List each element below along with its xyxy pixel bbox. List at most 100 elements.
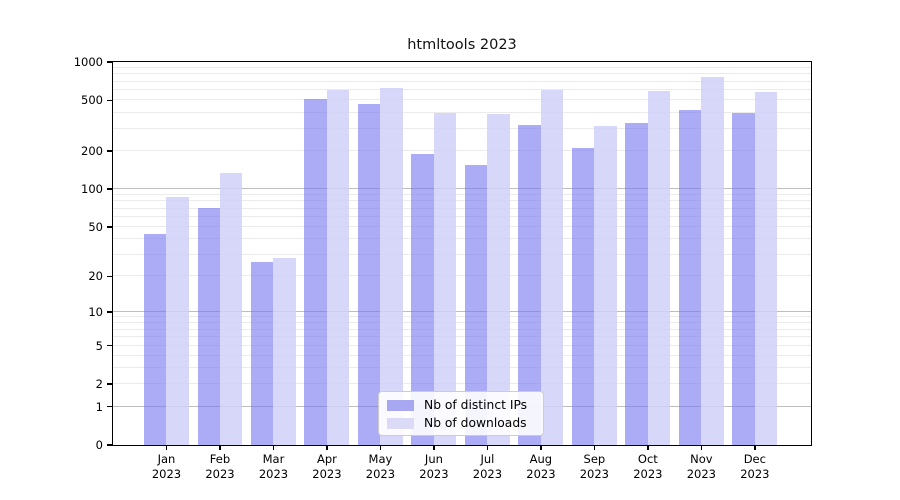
x-axis-label-year: 2023 bbox=[365, 467, 396, 481]
x-axis-label-month: Jun bbox=[424, 452, 443, 466]
legend-item-downloads: Nb of downloads bbox=[387, 415, 535, 431]
x-axis-tick bbox=[433, 445, 435, 450]
x-axis-label: Jun 2023 bbox=[402, 452, 466, 482]
x-axis-label-month: Sep bbox=[583, 452, 606, 466]
bar-downloads-dec bbox=[754, 92, 778, 445]
gridline-minor bbox=[113, 89, 811, 91]
y-axis-label: 0 bbox=[95, 438, 103, 452]
gridline-minor bbox=[113, 336, 811, 338]
y-axis-tick bbox=[107, 311, 113, 313]
bar-downloads-aug bbox=[540, 90, 564, 445]
y-axis-label: 2 bbox=[95, 377, 103, 392]
gridline-minor bbox=[113, 207, 811, 209]
x-axis-label-year: 2023 bbox=[312, 467, 342, 481]
gridline-minor bbox=[113, 99, 811, 101]
bar-distinct-ips-jun bbox=[411, 154, 434, 445]
legend: Nb of distinct IPs Nb of downloads bbox=[378, 391, 544, 436]
x-axis-label: Mar 2023 bbox=[241, 452, 305, 482]
gridline-minor bbox=[113, 275, 811, 277]
x-axis-label-month: Oct bbox=[637, 452, 658, 466]
gridline-minor bbox=[113, 80, 811, 82]
gridline-minor bbox=[113, 111, 811, 113]
y-axis-label: 1 bbox=[95, 399, 103, 414]
x-axis-label-year: 2023 bbox=[740, 467, 770, 481]
y-axis-tick bbox=[107, 188, 113, 190]
bar-downloads-may bbox=[380, 88, 403, 445]
bar-downloads-jan bbox=[166, 196, 189, 445]
bar-downloads-mar bbox=[273, 258, 296, 445]
gridline-minor bbox=[113, 226, 811, 228]
legend-label-downloads: Nb of downloads bbox=[424, 416, 527, 430]
x-axis-label: Jul 2023 bbox=[455, 452, 519, 482]
y-axis-tick bbox=[107, 344, 113, 347]
gridline-major bbox=[113, 311, 811, 313]
x-axis-tick bbox=[700, 445, 703, 450]
bar-distinct-ips-feb bbox=[197, 207, 220, 445]
x-axis-tick bbox=[647, 445, 649, 450]
gridline-minor bbox=[113, 344, 811, 346]
bar-distinct-ips-nov bbox=[678, 110, 702, 445]
bar-downloads-jul bbox=[487, 113, 510, 445]
y-axis-label: 20 bbox=[88, 269, 103, 284]
y-axis-label: 100 bbox=[81, 182, 103, 197]
gridline-minor bbox=[113, 322, 811, 324]
x-axis-label-year: 2023 bbox=[633, 467, 663, 481]
x-axis-label-year: 2023 bbox=[579, 467, 610, 481]
x-axis-tick bbox=[272, 445, 275, 450]
bar-downloads-nov bbox=[701, 77, 724, 445]
y-axis-label: 50 bbox=[88, 220, 103, 235]
y-axis-tick bbox=[107, 61, 113, 63]
x-axis-label: Sep 2023 bbox=[562, 452, 626, 482]
gridline-minor bbox=[113, 150, 811, 152]
bar-distinct-ips-mar bbox=[250, 262, 274, 445]
x-axis-label-year: 2023 bbox=[472, 467, 503, 481]
gridline-minor bbox=[113, 200, 811, 202]
x-axis-tick bbox=[219, 445, 221, 450]
gridline-minor bbox=[113, 367, 811, 369]
y-axis-tick bbox=[107, 150, 113, 152]
x-axis-label-year: 2023 bbox=[526, 467, 556, 481]
x-axis-label-year: 2023 bbox=[151, 467, 182, 481]
x-axis-label-year: 2023 bbox=[205, 467, 235, 481]
y-axis-label: 5 bbox=[95, 338, 103, 353]
chart-title: htmltools 2023 bbox=[407, 37, 517, 53]
bar-downloads-sep bbox=[594, 126, 617, 445]
bar-downloads-jun bbox=[433, 113, 457, 445]
plot-area bbox=[113, 62, 811, 445]
legend-swatch-distinct-ips bbox=[387, 399, 414, 411]
x-axis-tick bbox=[379, 445, 382, 450]
x-axis-label-month: Feb bbox=[209, 452, 231, 466]
gridline-minor bbox=[113, 193, 811, 195]
bar-downloads-feb bbox=[219, 173, 243, 445]
gridline-minor bbox=[113, 354, 811, 356]
x-axis-label-month: Jan bbox=[157, 452, 176, 466]
x-axis-tick bbox=[326, 445, 328, 450]
gridline-major bbox=[113, 188, 811, 190]
gridline-minor bbox=[113, 73, 811, 75]
legend-item-distinct-ips: Nb of distinct IPs bbox=[387, 397, 535, 413]
legend-label-distinct-ips: Nb of distinct IPs bbox=[424, 398, 528, 412]
x-axis-tick bbox=[486, 445, 489, 450]
gridline-minor bbox=[113, 216, 811, 218]
gridline-minor bbox=[113, 66, 811, 68]
bar-downloads-apr bbox=[326, 89, 350, 445]
y-axis-label: 1000 bbox=[73, 55, 103, 69]
y-axis-label: 200 bbox=[81, 144, 103, 158]
y-axis-label: 10 bbox=[88, 305, 103, 320]
gridline-minor bbox=[113, 328, 811, 330]
y-axis-tick bbox=[107, 99, 113, 102]
x-axis-label-month: Dec bbox=[743, 452, 766, 466]
x-axis-tick bbox=[540, 445, 542, 450]
gridline-minor bbox=[113, 316, 811, 318]
x-axis-label-month: Apr bbox=[316, 452, 337, 466]
x-axis-label-month: Aug bbox=[529, 452, 553, 466]
bar-distinct-ips-jul bbox=[464, 165, 488, 445]
x-axis-label: Nov 2023 bbox=[669, 452, 733, 482]
gridline-minor bbox=[113, 238, 811, 240]
bar-distinct-ips-may bbox=[357, 103, 381, 445]
x-axis-label: May 2023 bbox=[348, 452, 412, 482]
x-axis-tick bbox=[754, 445, 756, 450]
x-axis-label: Jan 2023 bbox=[134, 452, 198, 482]
x-axis-label-month: Mar bbox=[262, 452, 285, 466]
